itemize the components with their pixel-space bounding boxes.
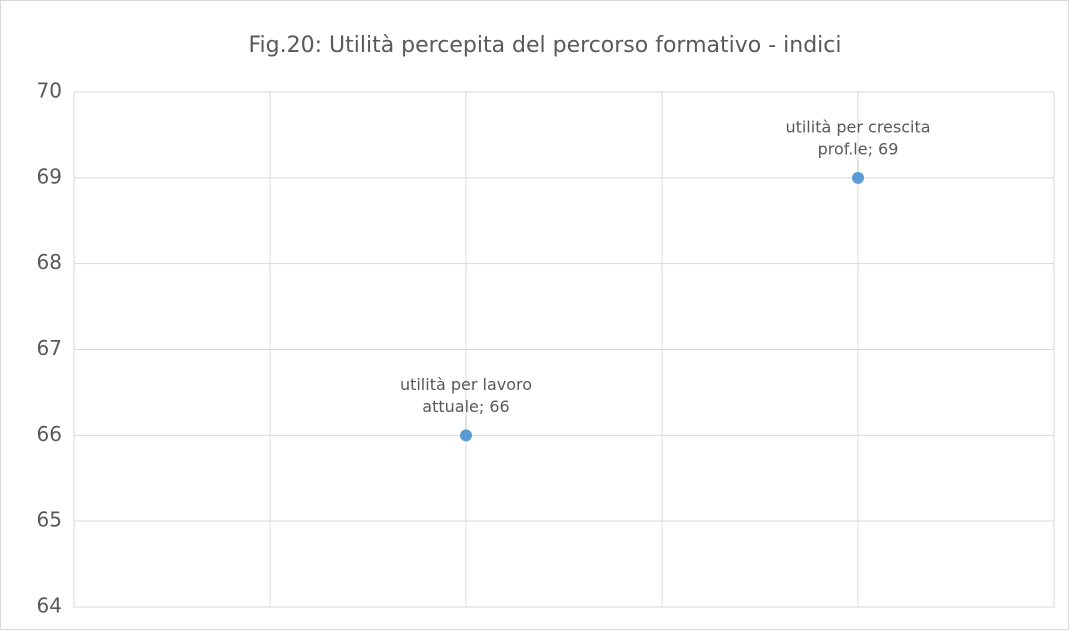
y-tick-label: 64: [37, 594, 62, 618]
y-tick-label: 70: [37, 79, 62, 103]
y-tick-label: 67: [37, 336, 62, 360]
y-tick-label: 68: [37, 250, 62, 274]
y-tick-label: 66: [37, 422, 62, 446]
point: [852, 171, 864, 184]
point: [460, 429, 472, 442]
data-label: prof.le; 69: [818, 139, 899, 158]
data-label: attuale; 66: [422, 397, 509, 416]
y-tick-label: 69: [37, 164, 62, 188]
y-tick-label: 65: [37, 508, 62, 532]
data-label: utilità per lavoro: [400, 375, 532, 394]
data-label: utilità per crescita: [785, 117, 930, 136]
chart-title: Fig.20: Utilità percepita del percorso f…: [248, 33, 841, 58]
